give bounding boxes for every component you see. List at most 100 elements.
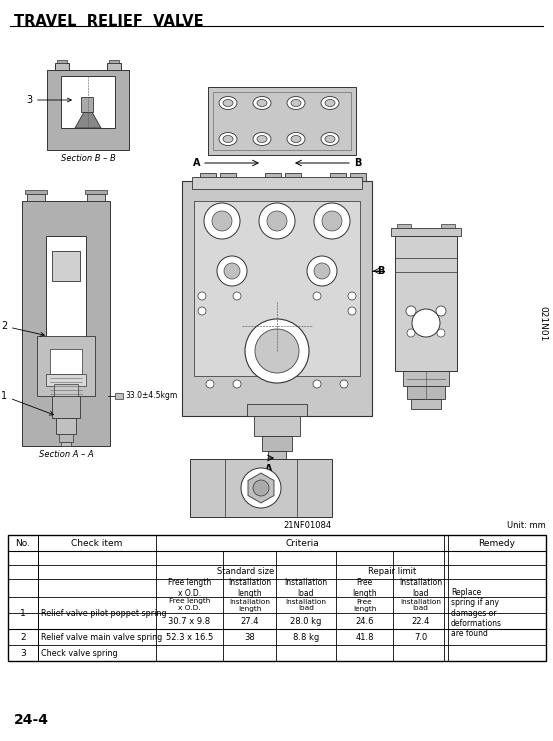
Circle shape: [204, 203, 240, 239]
Bar: [55, 63, 69, 70]
Ellipse shape: [223, 99, 233, 107]
Ellipse shape: [325, 136, 335, 142]
Text: Check valve spring: Check valve spring: [41, 648, 118, 657]
Circle shape: [245, 319, 309, 383]
Text: 3: 3: [20, 648, 26, 657]
Ellipse shape: [291, 99, 301, 107]
Circle shape: [255, 329, 299, 373]
Text: A: A: [192, 158, 200, 168]
Circle shape: [259, 203, 295, 239]
Circle shape: [340, 380, 348, 388]
Circle shape: [307, 256, 337, 286]
Text: Installation
load: Installation load: [399, 578, 442, 598]
Bar: [213, 92, 351, 150]
Text: 27.4: 27.4: [240, 617, 259, 625]
Text: B: B: [377, 266, 384, 276]
Bar: [46, 236, 86, 351]
Text: Section A – A: Section A – A: [39, 450, 93, 459]
Text: Criteria: Criteria: [285, 539, 319, 548]
Text: 3: 3: [26, 95, 71, 105]
Bar: [268, 451, 286, 461]
Text: 21NF01084: 21NF01084: [284, 521, 332, 530]
Text: 8.8 kg: 8.8 kg: [293, 633, 319, 642]
Circle shape: [206, 380, 214, 388]
Text: 33.0±4.5kgm: 33.0±4.5kgm: [125, 391, 178, 400]
Text: 1: 1: [20, 608, 26, 617]
Ellipse shape: [223, 136, 233, 142]
Bar: [46, 374, 86, 386]
Text: Replace
spring if any
damages or
deformations
are found: Replace spring if any damages or deforma…: [451, 588, 502, 638]
Circle shape: [198, 307, 206, 315]
Ellipse shape: [291, 136, 301, 142]
Bar: [59, 434, 73, 442]
Bar: [391, 228, 461, 236]
Bar: [220, 173, 236, 181]
Bar: [109, 60, 119, 63]
Bar: [50, 349, 82, 374]
Circle shape: [267, 211, 287, 231]
Text: 2: 2: [20, 633, 26, 642]
Bar: [85, 190, 107, 194]
Text: 24.6: 24.6: [355, 617, 374, 625]
Ellipse shape: [287, 133, 305, 145]
Bar: [182, 181, 372, 416]
Circle shape: [406, 306, 416, 316]
Text: Section B – B: Section B – B: [61, 154, 116, 163]
Text: Free
length: Free length: [352, 578, 377, 598]
Text: 52.3 x 16.5: 52.3 x 16.5: [166, 633, 213, 642]
Text: Installation
length: Installation length: [228, 578, 271, 598]
Bar: [190, 459, 332, 517]
Text: Free length
x O.D.: Free length x O.D.: [169, 599, 210, 611]
Bar: [247, 404, 307, 416]
Ellipse shape: [253, 96, 271, 110]
Circle shape: [407, 329, 415, 337]
Polygon shape: [75, 112, 101, 128]
Ellipse shape: [257, 99, 267, 107]
Bar: [441, 224, 455, 228]
Text: 7.0: 7.0: [414, 633, 427, 642]
Text: Check item: Check item: [71, 539, 123, 548]
Circle shape: [241, 468, 281, 508]
Bar: [52, 396, 80, 418]
Bar: [262, 436, 292, 451]
Text: Remedy: Remedy: [478, 539, 515, 548]
Bar: [25, 190, 47, 194]
Bar: [57, 60, 67, 63]
Circle shape: [437, 329, 445, 337]
Bar: [265, 173, 281, 181]
Ellipse shape: [325, 99, 335, 107]
Text: Free length
x O.D.: Free length x O.D.: [168, 578, 211, 598]
Circle shape: [314, 203, 350, 239]
Bar: [194, 201, 360, 376]
Text: Relief valve main valve spring: Relief valve main valve spring: [41, 633, 162, 642]
Text: Relief valve pilot poppet spring: Relief valve pilot poppet spring: [41, 608, 166, 617]
Ellipse shape: [219, 96, 237, 110]
Circle shape: [322, 211, 342, 231]
Polygon shape: [248, 473, 274, 503]
Text: Unit: mm: Unit: mm: [507, 521, 546, 530]
Ellipse shape: [219, 133, 237, 145]
Bar: [87, 194, 105, 201]
Text: Installation
load: Installation load: [400, 599, 441, 611]
Text: 41.8: 41.8: [355, 633, 374, 642]
Bar: [350, 173, 366, 181]
Circle shape: [198, 292, 206, 300]
Text: Free
length: Free length: [353, 599, 376, 611]
Bar: [407, 386, 445, 399]
Circle shape: [233, 380, 241, 388]
Bar: [115, 393, 123, 399]
Bar: [37, 336, 95, 396]
Text: 2: 2: [1, 321, 44, 336]
Bar: [254, 416, 300, 436]
Bar: [403, 371, 449, 386]
Text: 28.0 kg: 28.0 kg: [290, 617, 322, 625]
Bar: [27, 194, 45, 201]
Bar: [47, 70, 129, 150]
Text: 38: 38: [244, 633, 255, 642]
Bar: [200, 173, 216, 181]
Text: No.: No.: [15, 539, 30, 548]
Bar: [208, 87, 356, 155]
Ellipse shape: [287, 96, 305, 110]
Text: B: B: [354, 158, 361, 168]
Bar: [61, 442, 71, 446]
